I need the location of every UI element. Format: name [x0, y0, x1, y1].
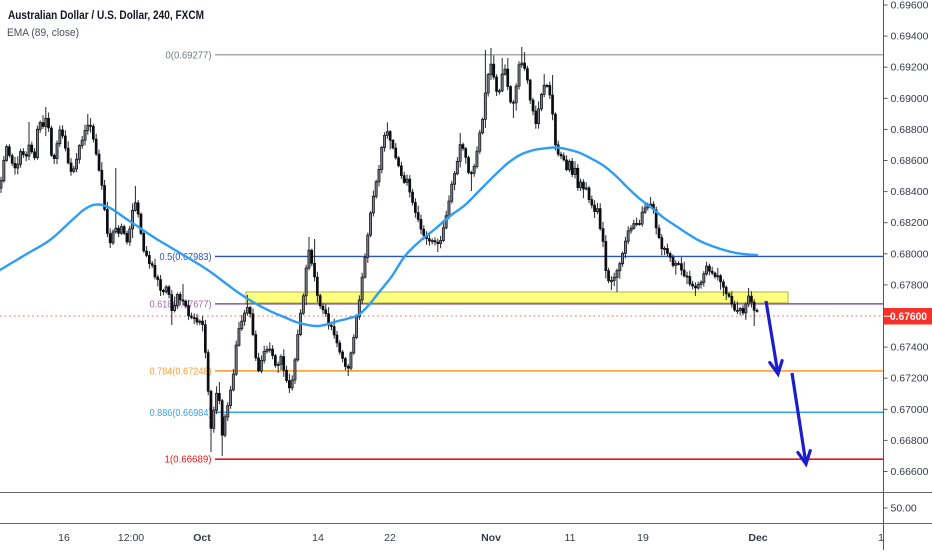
- svg-text:0.67400: 0.67400: [891, 342, 929, 354]
- svg-text:0.67600: 0.67600: [890, 311, 927, 323]
- svg-text:0.69400: 0.69400: [891, 31, 929, 43]
- svg-text:0.67000: 0.67000: [891, 404, 929, 416]
- svg-text:Oct: Oct: [193, 532, 211, 544]
- svg-text:0.69200: 0.69200: [891, 62, 929, 74]
- svg-text:0.68200: 0.68200: [891, 217, 929, 229]
- svg-text:0(0.69277): 0(0.69277): [166, 49, 212, 61]
- svg-text:0.68000: 0.68000: [891, 248, 929, 260]
- svg-text:0.69600: 0.69600: [891, 0, 929, 12]
- svg-text:50.00: 50.00: [891, 503, 917, 515]
- svg-text:0.66600: 0.66600: [891, 466, 929, 478]
- svg-text:0.69000: 0.69000: [891, 93, 929, 105]
- svg-text:19: 19: [637, 532, 649, 544]
- svg-text:0.784(0.67248): 0.784(0.67248): [150, 365, 212, 377]
- svg-text:0.67200: 0.67200: [891, 373, 929, 385]
- svg-text:EMA (89, close): EMA (89, close): [7, 27, 79, 39]
- svg-text:0.66800: 0.66800: [891, 435, 929, 447]
- svg-text:1(0.66689): 1(0.66689): [165, 454, 212, 466]
- svg-text:Dec: Dec: [748, 532, 767, 544]
- svg-text:0.68600: 0.68600: [891, 155, 929, 167]
- svg-text:12:00: 12:00: [118, 532, 144, 544]
- svg-text:16: 16: [58, 532, 70, 544]
- svg-text:0.67800: 0.67800: [891, 279, 929, 291]
- svg-text:Nov: Nov: [481, 532, 501, 544]
- svg-text:0.886(0.66984): 0.886(0.66984): [150, 407, 212, 419]
- svg-text:0.68400: 0.68400: [891, 186, 929, 198]
- svg-text:11: 11: [565, 532, 576, 544]
- svg-text:14: 14: [312, 532, 324, 544]
- svg-text:0.68800: 0.68800: [891, 124, 929, 136]
- svg-text:Australian Dollar / U.S. Dolla: Australian Dollar / U.S. Dollar, 240, FX…: [8, 8, 204, 22]
- svg-text:22: 22: [384, 532, 396, 544]
- svg-text:1: 1: [878, 532, 884, 544]
